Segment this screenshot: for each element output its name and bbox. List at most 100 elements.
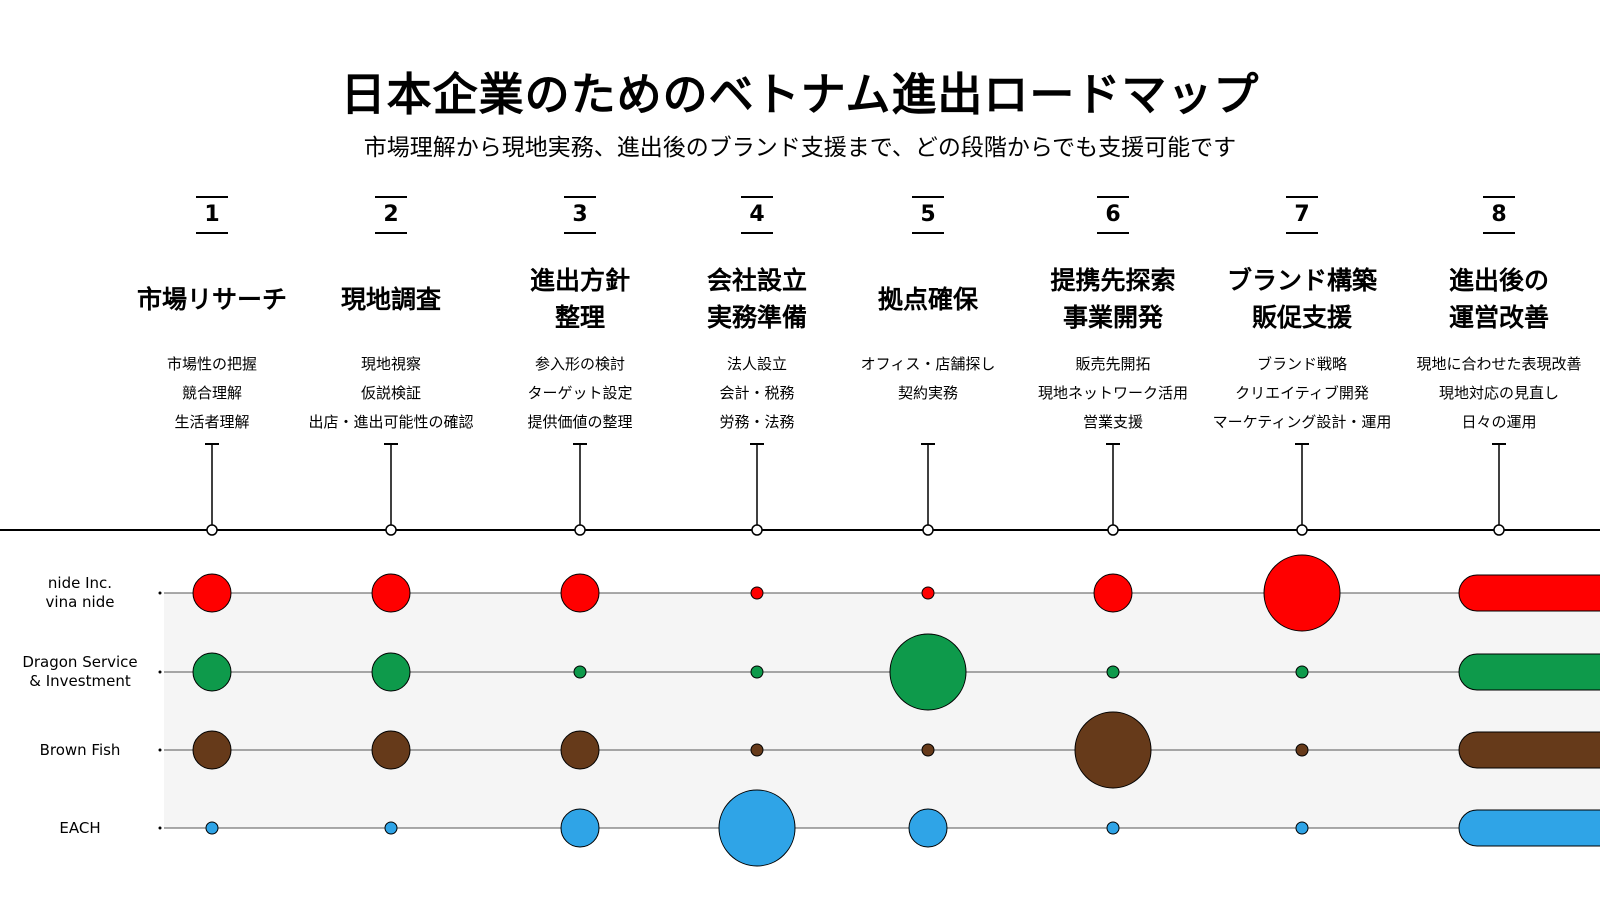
stage-axis-node (1493, 524, 1505, 536)
stage-4: 4 会社設立 実務準備 法人設立 会計・税務 労務・法務 (657, 196, 857, 437)
stage-name: 拠点確保 (828, 254, 1028, 344)
support-bubble (192, 573, 232, 613)
support-bubble (718, 789, 796, 867)
stage-items: 現地に合わせた表現改善 現地対応の見直し 日々の運用 (1399, 350, 1599, 437)
support-bubble (1106, 821, 1120, 835)
stage-item: 現地対応の見直し (1438, 384, 1559, 402)
stage-items: 参入形の検討 ターゲット設定 提供価値の整理 (480, 350, 680, 437)
support-bubble (921, 586, 935, 600)
stage-axis-node (574, 524, 586, 536)
support-bubble (750, 743, 764, 757)
stage-item: 販売先開拓 (1075, 355, 1151, 373)
stage-axis-node (922, 524, 934, 536)
support-bubble (371, 730, 411, 770)
stage-5: 5 拠点確保オフィス・店舗探し 契約実務 (828, 196, 1028, 408)
support-bubble (750, 665, 764, 679)
row-start-dot (158, 748, 162, 752)
stage-items: 市場性の把握 競合理解生活者理解 (112, 350, 312, 437)
stage-item: 日々の運用 (1461, 413, 1537, 431)
stage-number: 5 (912, 196, 944, 234)
stage-item: ターゲット設定 (527, 384, 633, 402)
support-bubble (192, 652, 232, 692)
company-label: EACH (0, 819, 160, 838)
support-bubble (192, 730, 232, 770)
stage-item: 現地視察 (360, 355, 421, 373)
stage-name-line: 現地調査 (340, 284, 441, 314)
stage-items: オフィス・店舗探し 契約実務 (828, 350, 1028, 408)
stage-item: 現地に合わせた表現改善 (1416, 355, 1582, 373)
support-bubble (921, 743, 935, 757)
support-bar (1458, 653, 1600, 691)
stage-name-line: 運営改善 (1448, 303, 1549, 332)
support-bubble (560, 730, 600, 770)
stage-name: 現地調査 (291, 254, 491, 344)
company-name-line: & Investment (29, 672, 131, 690)
stage-item: クリエイティブ開発 (1235, 384, 1369, 402)
stage-number: 7 (1286, 196, 1318, 234)
stage-item: 現地ネットワーク活用 (1037, 384, 1188, 402)
stage-name: 提携先探索 事業開発 (1013, 254, 1213, 344)
stage-item: 仮説検証 (360, 384, 421, 402)
chart-background (164, 593, 1600, 828)
stage-items: 法人設立 会計・税務 労務・法務 (657, 350, 857, 437)
stage-items: 販売先開拓現地ネットワーク活用 営業支援 (1013, 350, 1213, 437)
stage-item: 競合理解 (181, 384, 242, 402)
support-bubble (1106, 665, 1120, 679)
stage-7: 7 ブランド構築 販促支援 ブランド戦略 クリエイティブ開発 マーケティング設計・運用 (1202, 196, 1402, 437)
support-bubble (750, 586, 764, 600)
support-bubble (205, 821, 219, 835)
support-bubble (1263, 554, 1341, 632)
support-bubble (371, 652, 411, 692)
stage-1: 1 市場リサーチ市場性の把握 競合理解生活者理解 (112, 196, 312, 437)
company-label: nide Inc. vina nide (0, 574, 160, 612)
stage-name-line: 進出後の (1448, 266, 1549, 295)
stage-axis-node (1296, 524, 1308, 536)
company-name-line: nide Inc. (47, 574, 113, 592)
stage-item: 労務・法務 (719, 413, 795, 431)
support-bubble (560, 808, 600, 848)
stage-number: 1 (196, 196, 228, 234)
stage-name: 市場リサーチ (112, 254, 312, 344)
stage-name-line: 進出方針 (529, 266, 630, 295)
stage-item: 市場性の把握 (166, 355, 257, 373)
stage-number: 6 (1097, 196, 1129, 234)
support-bar (1458, 809, 1600, 847)
company-name-line: Brown Fish (39, 740, 121, 759)
support-bubble (560, 573, 600, 613)
stage-item: 参入形の検討 (534, 355, 625, 373)
row-start-dot (158, 591, 162, 595)
stage-item: ブランド戦略 (1256, 355, 1347, 373)
stage-items: 現地視察 仮説検証 出店・進出可能性の確認 (291, 350, 491, 437)
stage-axis-node (751, 524, 763, 536)
stage-axis-node (385, 524, 397, 536)
stage-name-line: 事業開発 (1062, 303, 1163, 332)
stage-items: ブランド戦略 クリエイティブ開発 マーケティング設計・運用 (1202, 350, 1402, 437)
stage-name-line: 販促支援 (1251, 303, 1352, 332)
support-bar (1458, 574, 1600, 612)
stage-number: 3 (564, 196, 596, 234)
stage-item: 提供価値の整理 (527, 413, 633, 431)
stage-name-line: 実務準備 (706, 303, 807, 332)
stage-number: 4 (741, 196, 773, 234)
stage-axis-node (1107, 524, 1119, 536)
stage-number: 2 (375, 196, 407, 234)
stage-item: 営業支援 (1082, 413, 1143, 431)
support-bubble (1295, 665, 1309, 679)
support-bubble (908, 808, 948, 848)
stage-item: オフィス・店舗探し (860, 355, 996, 373)
stage-item: 契約実務 (897, 384, 958, 402)
company-name-line: vina nide (45, 593, 115, 611)
stage-item: 生活者理解 (174, 413, 250, 431)
company-label: Dragon Service & Investment (0, 653, 160, 691)
stage-6: 6 提携先探索 事業開発販売先開拓現地ネットワーク活用 営業支援 (1013, 196, 1213, 437)
row-start-dot (158, 826, 162, 830)
stage-name-line: 市場リサーチ (136, 284, 287, 314)
company-label: Brown Fish (0, 741, 160, 760)
stage-name: ブランド構築 販促支援 (1202, 254, 1402, 344)
support-bubble (1295, 743, 1309, 757)
support-bubble (384, 821, 398, 835)
page-subtitle: 市場理解から現地実務、進出後のブランド支援まで、どの段階からでも支援可能です (363, 135, 1237, 161)
stage-8: 8 進出後の 運営改善 現地に合わせた表現改善 現地対応の見直し 日々の運用 (1399, 196, 1599, 437)
stage-3: 3 進出方針 整理 参入形の検討 ターゲット設定 提供価値の整理 (480, 196, 680, 437)
stage-name: 会社設立 実務準備 (657, 254, 857, 344)
